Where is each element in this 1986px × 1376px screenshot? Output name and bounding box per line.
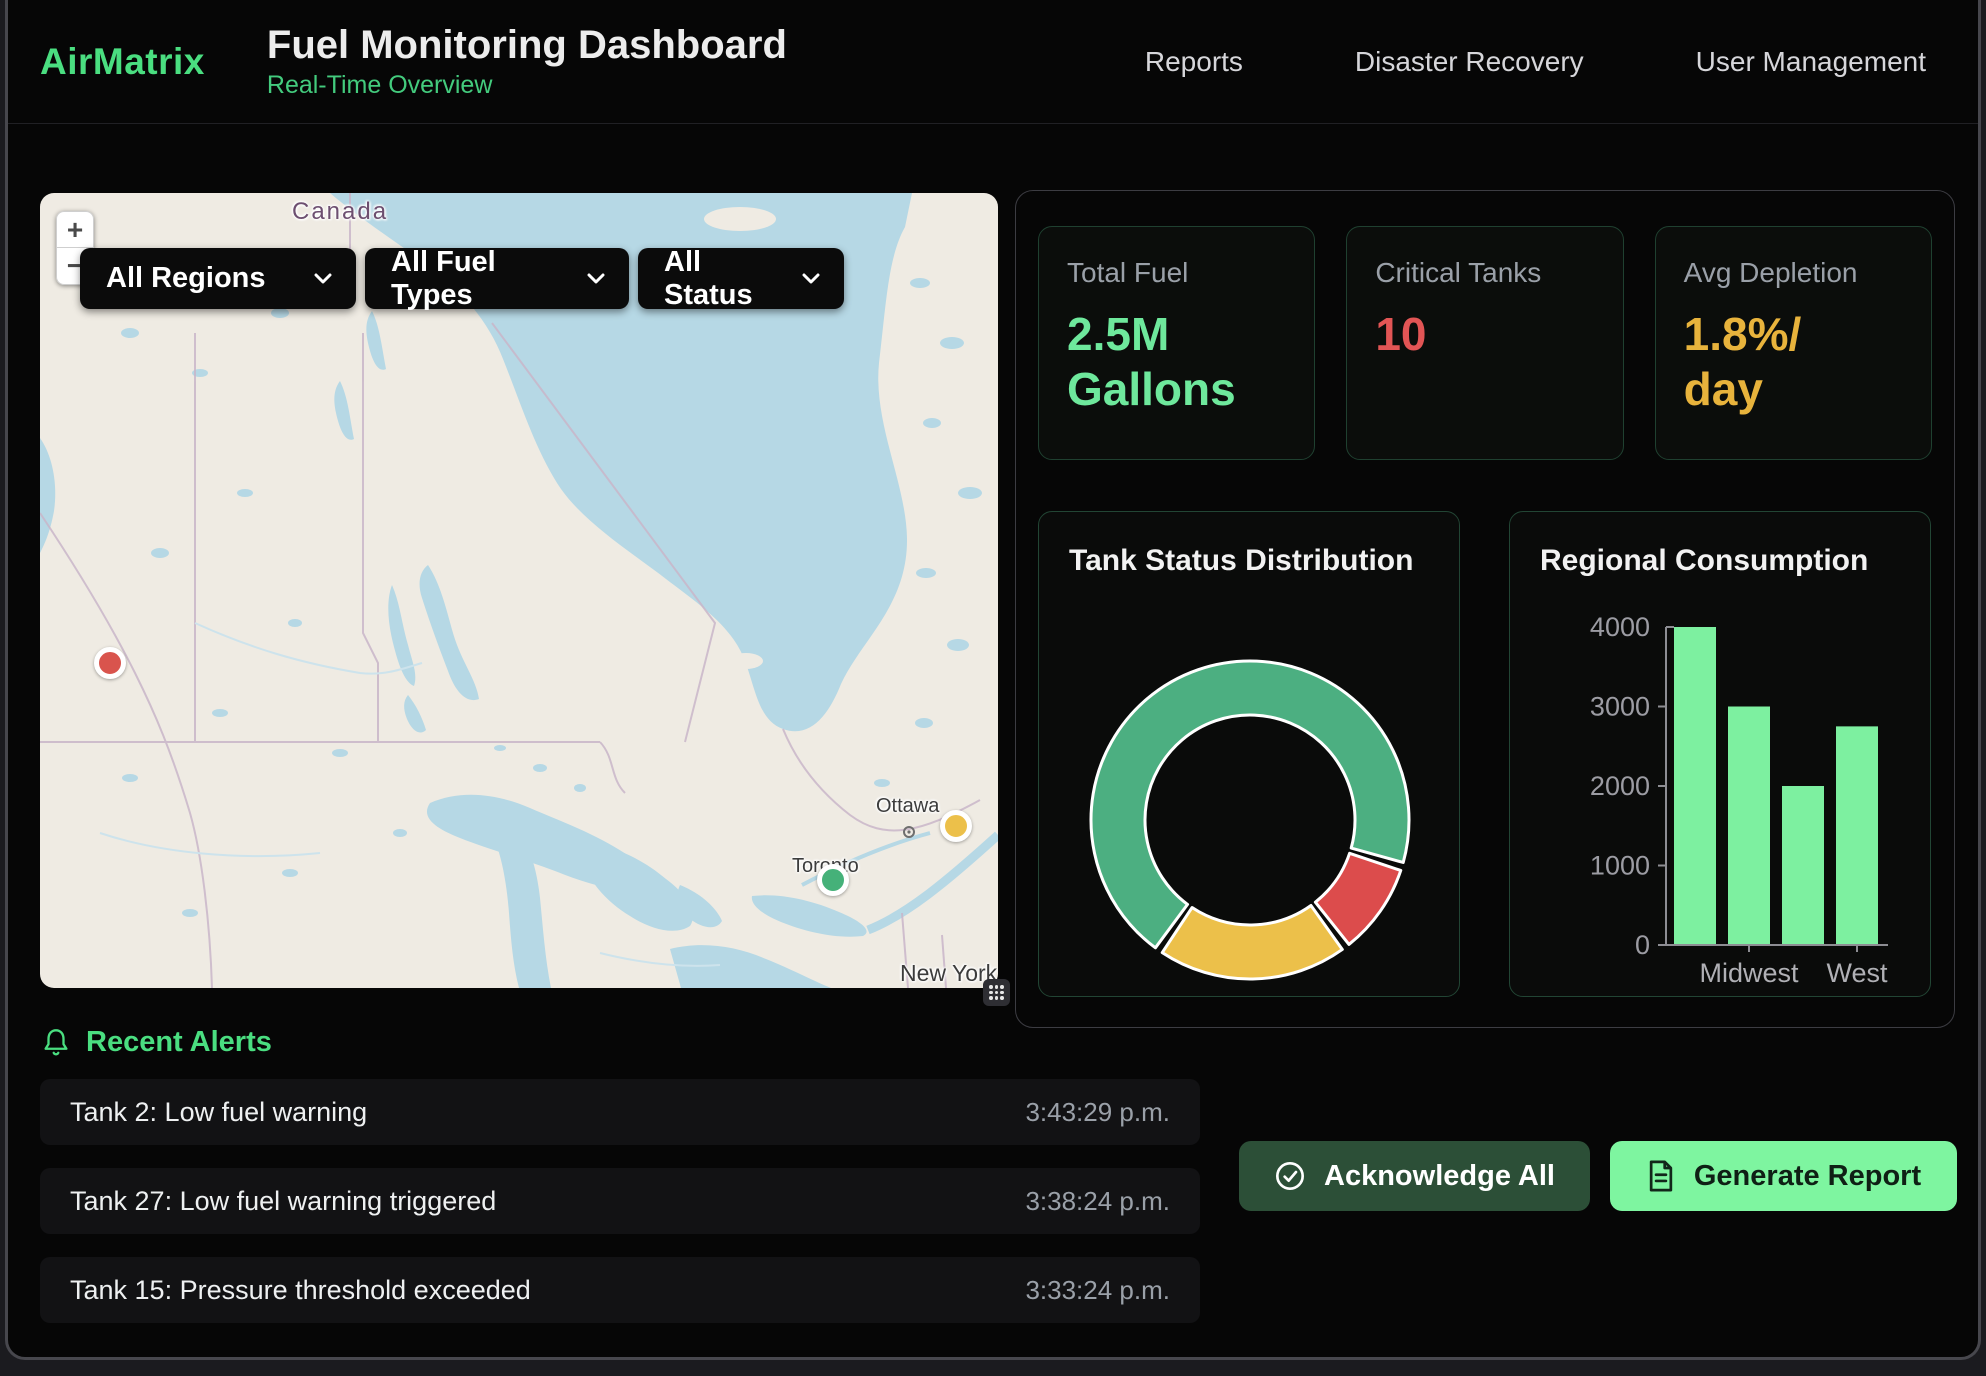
bar-chart-title: Regional Consumption (1540, 544, 1868, 578)
svg-text:4000: 4000 (1590, 612, 1650, 642)
svg-text:1000: 1000 (1590, 851, 1650, 881)
alerts-heading: Recent Alerts (42, 1026, 272, 1059)
page-subtitle: Real-Time Overview (267, 71, 787, 100)
region-filter-value: All Regions (106, 262, 266, 295)
acknowledge-all-label: Acknowledge All (1324, 1160, 1555, 1193)
stat-label: Avg Depletion (1684, 257, 1903, 289)
donut-chart-title: Tank Status Distribution (1069, 544, 1413, 578)
stat-value: 10 (1375, 307, 1594, 362)
chevron-down-icon (802, 273, 820, 284)
nav-item-disaster-recovery[interactable]: Disaster Recovery (1355, 46, 1584, 78)
page-title: Fuel Monitoring Dashboard (267, 23, 787, 67)
map-marker-warning[interactable] (940, 810, 972, 842)
generate-report-button[interactable]: Generate Report (1610, 1141, 1957, 1211)
main-nav: Reports Disaster Recovery User Managemen… (1145, 46, 1926, 78)
app-window: AirMatrix Fuel Monitoring Dashboard Real… (5, 0, 1981, 1360)
stats-row: Total Fuel 2.5MGallons Critical Tanks 10… (1038, 226, 1932, 460)
svg-text:0: 0 (1635, 930, 1650, 960)
tank-status-donut-chart (1039, 512, 1460, 997)
tank-status-chart-card: Tank Status Distribution (1038, 511, 1460, 997)
chevron-down-icon (587, 273, 605, 284)
fuel-type-filter-select[interactable]: All Fuel Types (365, 248, 629, 309)
bell-icon (42, 1028, 70, 1058)
alert-timestamp: 3:38:24 p.m. (1025, 1186, 1170, 1217)
metrics-panel: Total Fuel 2.5MGallons Critical Tanks 10… (1015, 190, 1955, 1028)
document-icon (1646, 1160, 1676, 1192)
alert-message: Tank 27: Low fuel warning triggered (70, 1186, 496, 1217)
stat-card-total-fuel: Total Fuel 2.5MGallons (1038, 226, 1315, 460)
svg-text:West: West (1826, 958, 1888, 988)
svg-text:Midwest: Midwest (1699, 958, 1799, 988)
nav-item-reports[interactable]: Reports (1145, 46, 1243, 78)
stat-label: Critical Tanks (1375, 257, 1594, 289)
status-filter-select[interactable]: All Status (638, 248, 844, 309)
map-country-label: Canada (292, 198, 388, 226)
zoom-in-button[interactable]: + (56, 211, 94, 248)
check-circle-icon (1274, 1160, 1306, 1192)
alert-row[interactable]: Tank 27: Low fuel warning triggered 3:38… (40, 1168, 1200, 1234)
regional-consumption-bar-chart: 0 1000 2000 3000 4000 Midwest West (1510, 512, 1931, 997)
alert-message: Tank 15: Pressure threshold exceeded (70, 1275, 531, 1306)
stat-label: Total Fuel (1067, 257, 1286, 289)
fuel-type-filter-value: All Fuel Types (391, 246, 561, 312)
alert-list: Tank 2: Low fuel warning 3:43:29 p.m. Ta… (40, 1079, 1200, 1323)
map-marker-normal[interactable] (817, 864, 849, 896)
status-filter-value: All Status (664, 246, 776, 312)
map-marker-critical[interactable] (94, 647, 126, 679)
acknowledge-all-button[interactable]: Acknowledge All (1239, 1141, 1590, 1211)
map-city-label-ottawa: Ottawa (876, 795, 939, 818)
svg-text:2000: 2000 (1590, 771, 1650, 801)
alert-row[interactable]: Tank 15: Pressure threshold exceeded 3:3… (40, 1257, 1200, 1323)
generate-report-label: Generate Report (1694, 1160, 1921, 1193)
region-filter-select[interactable]: All Regions (80, 248, 356, 309)
stat-card-avg-depletion: Avg Depletion 1.8%/day (1655, 226, 1932, 460)
regional-consumption-chart-card: Regional Consumption 0 1000 2000 3000 4000 Mi… (1509, 511, 1931, 997)
chevron-down-icon (314, 273, 332, 284)
stat-value: 2.5MGallons (1067, 307, 1286, 417)
town-dot-icon (902, 825, 916, 839)
alert-message: Tank 2: Low fuel warning (70, 1097, 367, 1128)
alerts-heading-text: Recent Alerts (86, 1026, 272, 1059)
alert-timestamp: 3:33:24 p.m. (1025, 1275, 1170, 1306)
alert-row[interactable]: Tank 2: Low fuel warning 3:43:29 p.m. (40, 1079, 1200, 1145)
brand-logo: AirMatrix (40, 41, 205, 83)
map-canvas[interactable]: Canada Ottawa Toronto New York + − All R… (40, 193, 998, 988)
title-block: Fuel Monitoring Dashboard Real-Time Over… (267, 23, 787, 100)
resize-grip-icon[interactable] (983, 979, 1010, 1006)
nav-item-user-management[interactable]: User Management (1696, 46, 1926, 78)
map-filter-row: All Regions All Fuel Types All Status (80, 248, 844, 309)
svg-text:3000: 3000 (1590, 692, 1650, 722)
stat-card-critical-tanks: Critical Tanks 10 (1346, 226, 1623, 460)
stat-value: 1.8%/day (1684, 307, 1903, 417)
alert-timestamp: 3:43:29 p.m. (1025, 1097, 1170, 1128)
header: AirMatrix Fuel Monitoring Dashboard Real… (8, 0, 1978, 124)
